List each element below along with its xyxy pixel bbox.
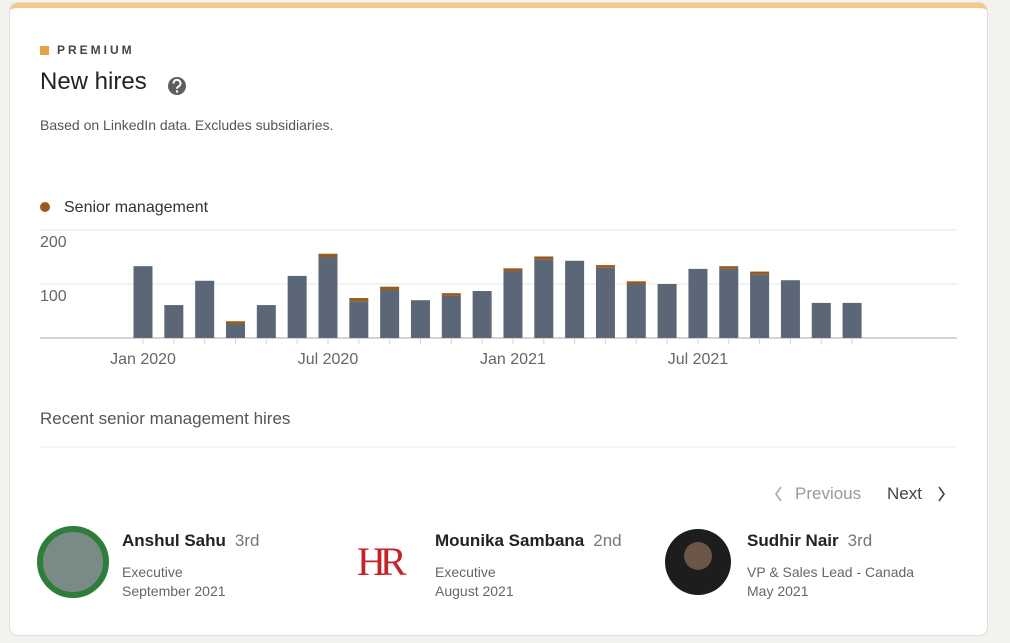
bar-segment [380, 286, 400, 290]
y-tick-label: 100 [40, 288, 67, 305]
next-button[interactable]: Next [887, 484, 922, 503]
bar-segment [719, 266, 739, 269]
next-chevron[interactable] [938, 486, 945, 502]
bar-segment [688, 268, 708, 338]
bar-segment [750, 271, 770, 275]
bar-segment [133, 266, 153, 338]
bar-segment [164, 305, 184, 338]
bar-segment [750, 274, 770, 338]
bar-segment [318, 253, 338, 257]
help-icon[interactable] [168, 77, 186, 95]
connection-degree: 2nd [593, 531, 622, 550]
legend-swatch [40, 202, 50, 212]
avatar-face [684, 542, 712, 570]
person-name[interactable]: Sudhir Nair [747, 531, 839, 550]
bar-segment [441, 293, 461, 296]
bar-segment [287, 275, 307, 338]
bar-segment [472, 291, 492, 338]
bar-segment [595, 265, 615, 268]
y-tick-label: 200 [40, 234, 67, 251]
bar-segment [626, 284, 646, 338]
person-name[interactable]: Mounika Sambana [435, 531, 585, 550]
bar-segment [410, 300, 430, 338]
bar-segment [225, 321, 245, 324]
x-tick-label: Jan 2020 [110, 351, 176, 368]
prev-chevron[interactable] [775, 486, 782, 502]
bar-segment [380, 289, 400, 338]
x-tick-label: Jul 2021 [668, 351, 729, 368]
bar-segment [626, 281, 646, 284]
person-title: VP & Sales Lead - Canada [747, 564, 915, 580]
bar-segment [811, 302, 831, 338]
title: New hires [40, 68, 147, 95]
bar-segment [534, 259, 554, 338]
section-heading: Recent senior management hires [40, 409, 291, 428]
bar-segment [349, 301, 369, 338]
bar-segment [349, 298, 369, 302]
bar-segment [318, 257, 338, 338]
bar-segment [842, 302, 862, 338]
avatar-ring [37, 526, 109, 598]
x-tick-label: Jul 2020 [298, 351, 359, 368]
person-title: Executive [122, 564, 183, 580]
bar-segment [441, 295, 461, 338]
bar-segment [225, 323, 245, 338]
bar-segment [256, 305, 276, 338]
legend-label: Senior management [64, 199, 209, 216]
bar-segment [719, 268, 739, 338]
previous-button[interactable]: Previous [795, 484, 862, 503]
premium-icon [40, 46, 49, 55]
subtitle: Based on LinkedIn data. Excludes subsidi… [40, 117, 334, 133]
person-name[interactable]: Anshul Sahu [122, 531, 226, 550]
bar-segment [503, 268, 523, 272]
hire-date: September 2021 [122, 583, 226, 599]
hire-date: August 2021 [435, 583, 514, 599]
help-glyph [172, 78, 182, 89]
x-tick-label: Jan 2021 [480, 351, 546, 368]
bar-segment [565, 260, 585, 338]
person-title: Executive [435, 564, 496, 580]
bar-segment [657, 284, 677, 338]
bar-segment [780, 280, 800, 338]
bar-segment [534, 256, 554, 260]
connection-degree: 3rd [234, 531, 260, 550]
avatar[interactable] [40, 529, 106, 595]
help-glyph-dot [175, 90, 179, 93]
bar-segment [503, 271, 523, 338]
bar-segment [595, 267, 615, 338]
bar-segment [195, 280, 215, 338]
company-logo: HR [357, 539, 407, 584]
premium-label: PREMIUM [57, 43, 135, 57]
hire-date: May 2021 [747, 583, 809, 599]
connection-degree: 3rd [847, 531, 873, 550]
